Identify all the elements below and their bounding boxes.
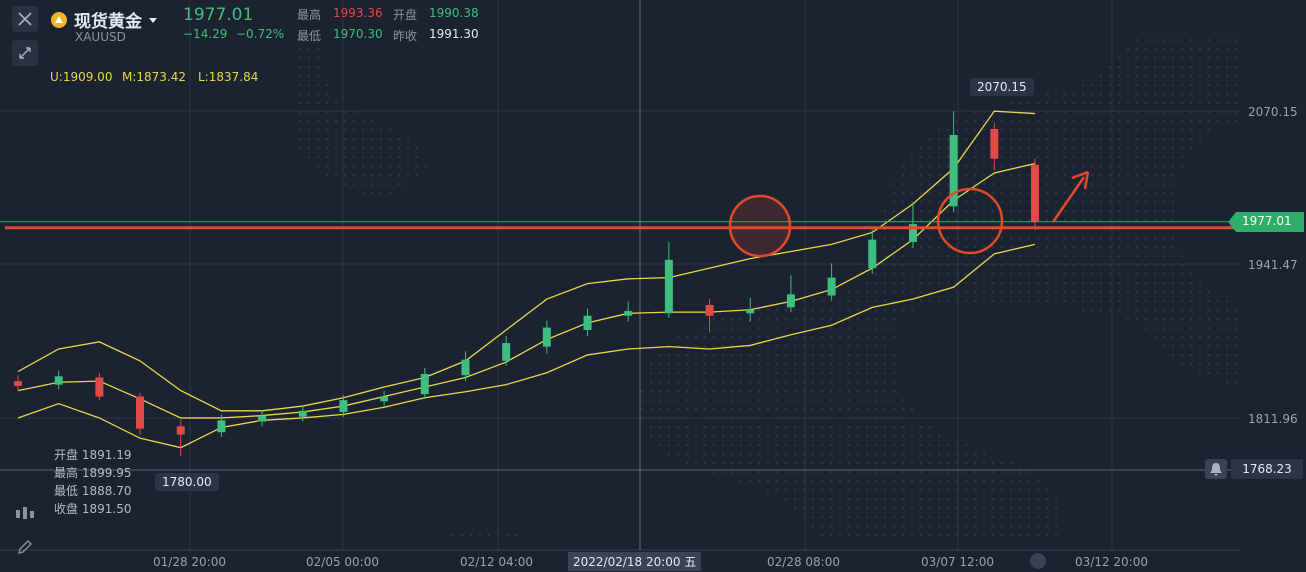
candle-body — [949, 134, 958, 207]
last-price: 1977.01 — [183, 5, 254, 25]
background-map-texture — [298, 38, 1238, 537]
price-change: −14.29 — [183, 27, 228, 41]
candle-body — [786, 294, 795, 308]
gold-coin-icon — [51, 11, 67, 28]
candle-body — [258, 415, 267, 422]
y-tick-label: 1941.47 — [1248, 258, 1298, 272]
y-tick-label: 1811.96 — [1248, 412, 1298, 426]
highlight-circle — [936, 187, 1004, 255]
current-price-tag: 1977.01 — [1228, 212, 1304, 232]
open-value: 1990.38 — [429, 6, 479, 20]
candle-body — [14, 381, 22, 386]
candle-body — [705, 304, 714, 316]
max-price-tag: 2070.15 — [970, 78, 1034, 96]
alert-bell[interactable] — [1205, 459, 1227, 483]
candle-body — [746, 309, 755, 314]
candle-body — [461, 359, 470, 376]
candle-body — [664, 259, 673, 314]
candle-body — [827, 277, 836, 296]
symbol-code: XAUUSD — [75, 30, 126, 44]
candle-body — [54, 376, 63, 385]
scroll-handle[interactable] — [1030, 553, 1046, 569]
ohlc-high: 最高 1899.95 — [54, 466, 132, 480]
ohlc-close: 收盘 1891.50 — [54, 502, 132, 516]
draw-icon — [18, 540, 32, 554]
candle-body — [1031, 164, 1039, 222]
candle-body — [502, 343, 511, 361]
candle-body — [624, 310, 633, 316]
projection-arrow — [1051, 176, 1086, 223]
highlight-circle — [728, 194, 792, 258]
x-tick-label: 02/05 00:00 — [306, 555, 379, 569]
bell-icon — [1205, 459, 1227, 479]
boll-lower-line — [17, 243, 1036, 449]
boll-middle: M:1873.42 — [122, 70, 187, 84]
indicator-icon — [16, 507, 34, 519]
x-tick-label: 02/12 04:00 — [460, 555, 533, 569]
candle-body — [95, 377, 104, 397]
alert-price[interactable]: 1768.23 — [1231, 459, 1303, 479]
min-price-tag: 1780.00 — [155, 473, 219, 491]
boll-lower: L:1837.84 — [198, 70, 259, 84]
y-tick-label: 2070.15 — [1248, 105, 1298, 119]
candle-body — [339, 400, 348, 413]
collapse-button[interactable] — [12, 40, 38, 66]
candle-body — [380, 396, 389, 402]
x-tick-label: 01/28 20:00 — [153, 555, 226, 569]
open-label: 开盘 — [393, 8, 418, 22]
indicator-button[interactable] — [12, 500, 38, 526]
candle-body — [868, 239, 877, 269]
prev-close-value: 1991.30 — [429, 27, 479, 41]
candle-body — [420, 373, 429, 395]
dropdown-caret-icon — [149, 17, 157, 23]
x-tick-label: 03/07 12:00 — [921, 555, 994, 569]
close-button[interactable] — [12, 6, 38, 32]
x-tick-label: 02/28 08:00 — [767, 555, 840, 569]
ohlc-low: 最低 1888.70 — [54, 484, 132, 498]
crosshair-time-label: 2022/02/18 20:00 五 — [568, 552, 702, 571]
instrument-selector[interactable]: 现货黄金 — [50, 7, 158, 32]
instrument-name: 现货黄金 — [74, 12, 142, 32]
high-label: 最高 — [297, 8, 322, 22]
x-tick-label: 03/12 20:00 — [1075, 555, 1148, 569]
candle-body — [990, 129, 999, 159]
collapse-icon — [19, 47, 31, 59]
candle-body — [176, 426, 185, 435]
candle-body — [542, 327, 551, 347]
low-value: 1970.30 — [333, 27, 383, 41]
boll-upper-line — [17, 110, 1036, 412]
candle-body — [217, 420, 226, 433]
low-label: 最低 — [297, 29, 322, 43]
candle-body — [298, 410, 307, 417]
candle-body — [908, 224, 917, 242]
ohlc-open: 开盘 1891.19 — [54, 448, 132, 462]
candle-body — [583, 315, 592, 330]
prev-close-label: 昨收 — [393, 29, 418, 43]
price-change-pct: −0.72% — [236, 27, 285, 41]
boll-middle-line — [17, 162, 1036, 419]
close-icon — [18, 12, 32, 26]
high-value: 1993.36 — [333, 6, 383, 20]
candle-body — [136, 396, 145, 429]
draw-tool-button[interactable] — [12, 534, 38, 560]
projection-arrow-head — [1071, 170, 1090, 190]
boll-upper: U:1909.00 — [50, 70, 113, 84]
